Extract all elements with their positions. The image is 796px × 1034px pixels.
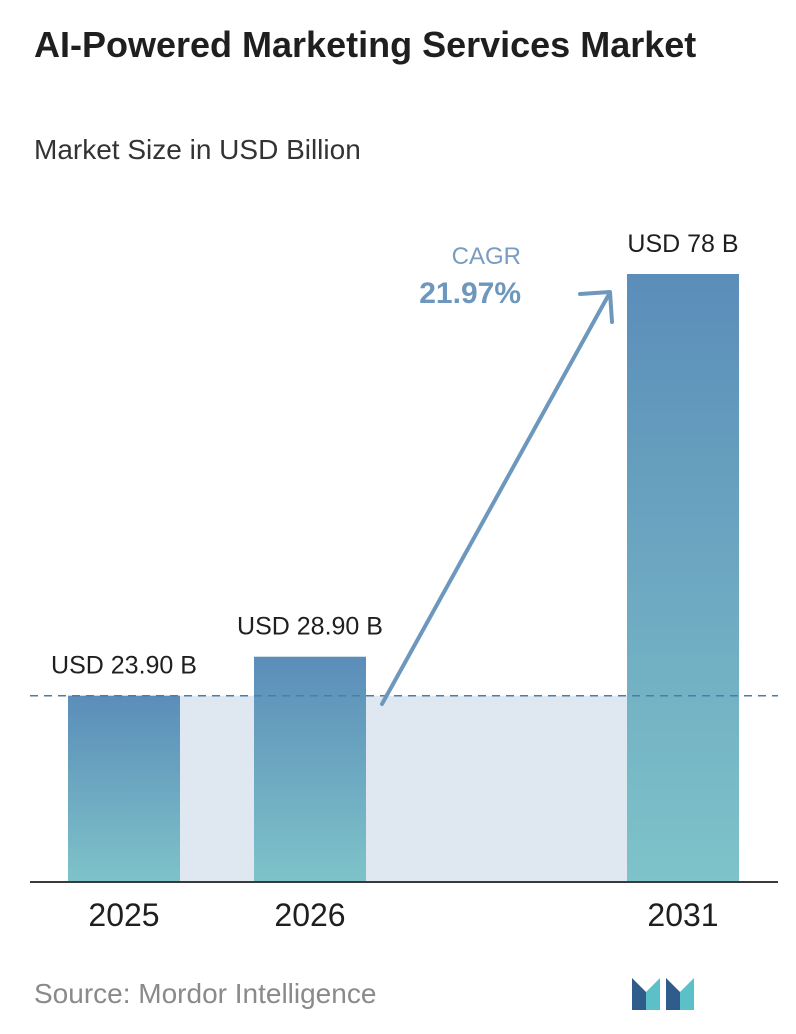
chart-title: AI-Powered Marketing Services Market — [34, 24, 697, 65]
bar-2026 — [254, 656, 366, 882]
x-tick-label-2026: 2026 — [274, 897, 345, 933]
source-note: Source: Mordor Intelligence — [34, 978, 377, 1009]
bar-2025 — [68, 695, 180, 882]
cagr-arrow — [380, 290, 614, 706]
data-label-2026: USD 28.90 B — [237, 613, 383, 641]
cagr-value: 21.97% — [419, 277, 521, 310]
bar-2031 — [627, 274, 739, 882]
mordor-intelligence-logo-icon — [632, 978, 694, 1010]
data-label-2025: USD 23.90 B — [51, 652, 197, 680]
data-label-2031: USD 78 B — [627, 230, 738, 258]
chart-subtitle: Market Size in USD Billion — [34, 134, 361, 165]
x-tick-label-2031: 2031 — [647, 897, 718, 933]
x-tick-label-2025: 2025 — [88, 897, 159, 933]
cagr-label: CAGR — [452, 243, 521, 270]
